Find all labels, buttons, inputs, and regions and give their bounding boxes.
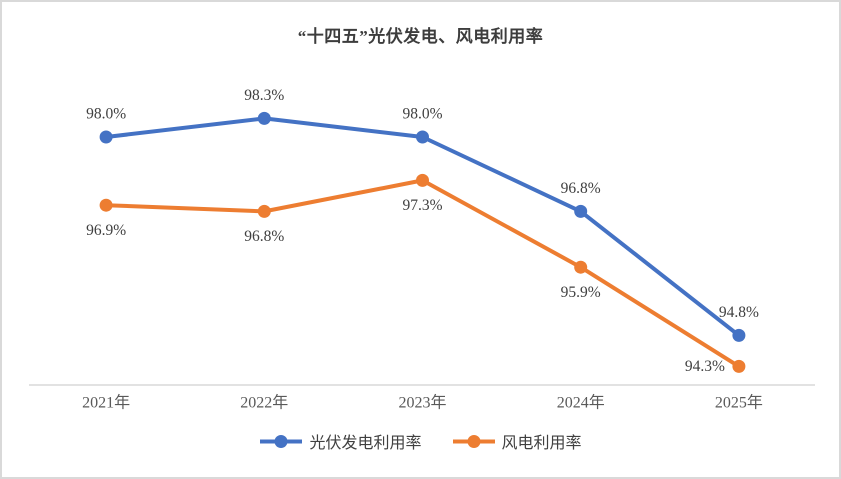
data-label-pv: 94.8% xyxy=(719,304,759,321)
x-axis-label: 2025年 xyxy=(715,394,763,412)
data-label-wind: 95.9% xyxy=(561,284,601,301)
x-axis-label: 2023年 xyxy=(398,394,446,412)
data-label-wind: 96.8% xyxy=(244,228,284,245)
data-point-marker-pv[interactable] xyxy=(257,111,271,125)
data-label-wind: 96.9% xyxy=(86,222,126,239)
data-point-marker-wind[interactable] xyxy=(99,198,113,212)
line-marker-icon xyxy=(452,434,495,448)
data-label-pv: 98.0% xyxy=(86,106,126,123)
legend-label-wind-utilization: 风电利用率 xyxy=(501,435,582,452)
x-axis-label: 2021年 xyxy=(82,394,130,412)
data-point-marker-pv[interactable] xyxy=(416,130,429,144)
x-axis-label: 2022年 xyxy=(240,394,288,412)
chart-title: “十四五”光伏发电、风电利用率 xyxy=(297,27,544,46)
data-point-marker-wind[interactable] xyxy=(732,359,746,373)
legend-item-wind-utilization[interactable]: 风电利用率 xyxy=(452,429,582,453)
data-point-marker-pv[interactable] xyxy=(99,130,113,144)
data-point-marker-wind[interactable] xyxy=(416,173,429,187)
chart-legend: 光伏发电利用率 风电利用率 xyxy=(2,429,839,453)
data-point-marker-pv[interactable] xyxy=(574,204,588,218)
data-label-pv: 96.8% xyxy=(561,180,601,197)
legend-label-pv-utilization: 光伏发电利用率 xyxy=(309,435,422,452)
data-label-wind: 97.3% xyxy=(402,197,442,214)
data-point-marker-pv[interactable] xyxy=(732,328,746,342)
data-label-pv: 98.3% xyxy=(244,87,284,104)
x-axis-label: 2024年 xyxy=(557,394,605,412)
data-label-pv: 98.0% xyxy=(402,106,442,123)
data-label-wind: 94.3% xyxy=(685,358,725,375)
data-point-marker-wind[interactable] xyxy=(257,204,271,218)
legend-item-pv-utilization[interactable]: 光伏发电利用率 xyxy=(259,429,422,453)
series-line-pv[interactable] xyxy=(104,116,741,338)
line-marker-icon xyxy=(260,434,303,448)
data-point-marker-wind[interactable] xyxy=(574,260,588,274)
